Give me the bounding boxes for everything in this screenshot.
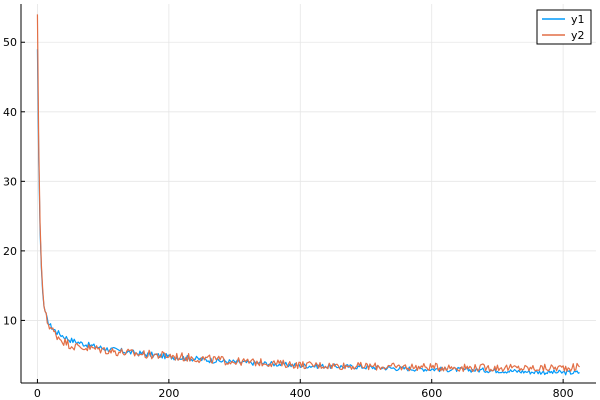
legend-label-y1: y1 [571, 13, 585, 26]
series-layer [36, 14, 581, 376]
x-tick-label: 800 [553, 387, 574, 400]
x-tick-label: 0 [34, 387, 41, 400]
legend-label-y2: y2 [571, 29, 585, 42]
y-tick-label: 40 [3, 106, 17, 119]
axes [20, 4, 596, 384]
x-tick-label: 400 [290, 387, 311, 400]
x-tick-label: 600 [421, 387, 442, 400]
tick-labels: 0 200 400 600 800 10 20 30 40 50 [3, 36, 574, 400]
y-tick-label: 10 [3, 314, 17, 327]
x-tick-label: 200 [158, 387, 179, 400]
grid-lines [21, 4, 596, 383]
y-tick-label: 20 [3, 245, 17, 258]
legend-box [536, 9, 592, 45]
y-tick-label: 30 [3, 175, 17, 188]
y-tick-label: 50 [3, 36, 17, 49]
series-line-y2 [36, 14, 581, 373]
